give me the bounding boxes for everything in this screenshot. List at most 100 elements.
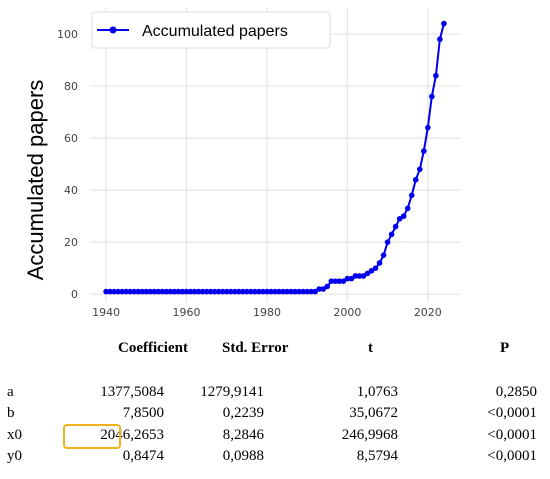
data-point	[441, 20, 447, 27]
data-point	[276, 288, 282, 295]
data-point	[425, 124, 431, 131]
data-point	[219, 288, 226, 295]
coef-value: 1377,5084	[100, 384, 164, 400]
data-point	[252, 288, 258, 295]
data-point	[215, 288, 222, 295]
data-point	[352, 273, 359, 279]
data-point	[344, 275, 351, 282]
y-axis-label: Accumulated papers	[23, 80, 48, 281]
legend: Accumulated papers	[91, 11, 331, 49]
data-point	[392, 223, 399, 230]
p-value: <0,0001	[487, 427, 537, 443]
data-point	[248, 288, 254, 295]
data-point	[364, 270, 371, 277]
data-point	[400, 213, 407, 219]
x-axis-ticks: 1940 1960 1980 2000 2020	[92, 306, 442, 319]
y-tick-label: 80	[64, 80, 78, 93]
data-point	[340, 278, 347, 284]
se-value: 1279,9141	[200, 384, 264, 400]
data-point	[211, 288, 218, 295]
coef-value: 2046,2653	[100, 427, 164, 443]
x-tick-label: 1940	[92, 306, 120, 319]
data-point	[107, 288, 113, 295]
data-point	[368, 267, 375, 274]
data-point	[296, 288, 302, 295]
data-point	[236, 288, 242, 295]
data-point	[135, 288, 142, 295]
data-point	[256, 288, 262, 295]
y-tick-label: 20	[64, 236, 78, 249]
data-point	[119, 288, 125, 295]
line-chart: 1940 1960 1980 2000 2020 0 20 40 60 80 100 Accumu…	[23, 8, 460, 319]
data-point	[396, 215, 403, 222]
data-point	[187, 288, 194, 295]
data-point	[416, 166, 423, 173]
legend-box	[91, 11, 331, 49]
data-point	[195, 288, 202, 295]
data-point	[412, 176, 419, 183]
data-point	[207, 288, 214, 295]
data-point	[268, 288, 274, 295]
data-point	[332, 278, 339, 284]
data-point	[163, 288, 170, 295]
data-point	[179, 288, 186, 295]
data-point	[199, 288, 206, 295]
data-point	[159, 288, 166, 295]
data-point	[123, 288, 129, 295]
data-point	[408, 192, 415, 199]
data-point	[388, 231, 395, 238]
header-coefficient: Coefficient	[118, 340, 188, 356]
data-point	[240, 288, 246, 295]
y-tick-label: 40	[64, 184, 78, 197]
data-point	[231, 288, 238, 295]
se-value: 8,2846	[222, 427, 264, 443]
p-value: <0,0001	[487, 405, 537, 421]
data-point	[348, 275, 355, 282]
data-point	[304, 288, 310, 295]
t-value: 1,0763	[356, 384, 398, 400]
highlight-box	[63, 424, 121, 449]
data-point	[320, 286, 327, 292]
data-point	[421, 148, 427, 154]
data-point	[175, 288, 182, 295]
data-point	[143, 288, 150, 295]
data-point	[380, 252, 387, 258]
data-point	[404, 205, 411, 212]
p-value: 0,2850	[495, 384, 537, 400]
regression-table: Coefficient Std. Error t P a 1377,5084 1…	[0, 340, 550, 470]
row-label: x0	[7, 427, 22, 443]
header-p: P	[500, 340, 510, 356]
data-point	[111, 288, 117, 295]
data-point	[376, 260, 383, 266]
data-point	[288, 288, 294, 295]
coef-value: 7,8500	[122, 405, 164, 421]
data-point	[171, 288, 178, 295]
data-point	[139, 288, 146, 295]
data-point	[312, 288, 319, 295]
data-point	[336, 278, 343, 284]
data-point	[191, 288, 198, 295]
series-points	[103, 20, 447, 295]
t-value: 8,5794	[356, 448, 398, 464]
data-point	[115, 288, 121, 295]
data-point	[300, 288, 306, 295]
data-point	[147, 288, 154, 295]
data-point	[227, 288, 234, 295]
y-axis-ticks: 0 20 40 60 80 100	[57, 28, 78, 301]
data-point	[437, 36, 443, 43]
data-point	[244, 288, 250, 295]
data-point	[356, 273, 363, 279]
data-point	[155, 288, 162, 295]
data-point	[203, 288, 210, 295]
data-point	[167, 288, 174, 295]
row-label: b	[7, 405, 15, 421]
y-tick-label: 0	[71, 288, 78, 301]
x-tick-label: 1980	[253, 306, 281, 319]
data-point	[131, 288, 138, 295]
p-value: <0,0001	[487, 448, 537, 464]
data-point	[280, 288, 286, 295]
legend-label: Accumulated papers	[142, 23, 288, 40]
header-std-error: Std. Error	[222, 340, 289, 356]
data-point	[183, 288, 190, 295]
x-tick-label: 2020	[414, 306, 442, 319]
